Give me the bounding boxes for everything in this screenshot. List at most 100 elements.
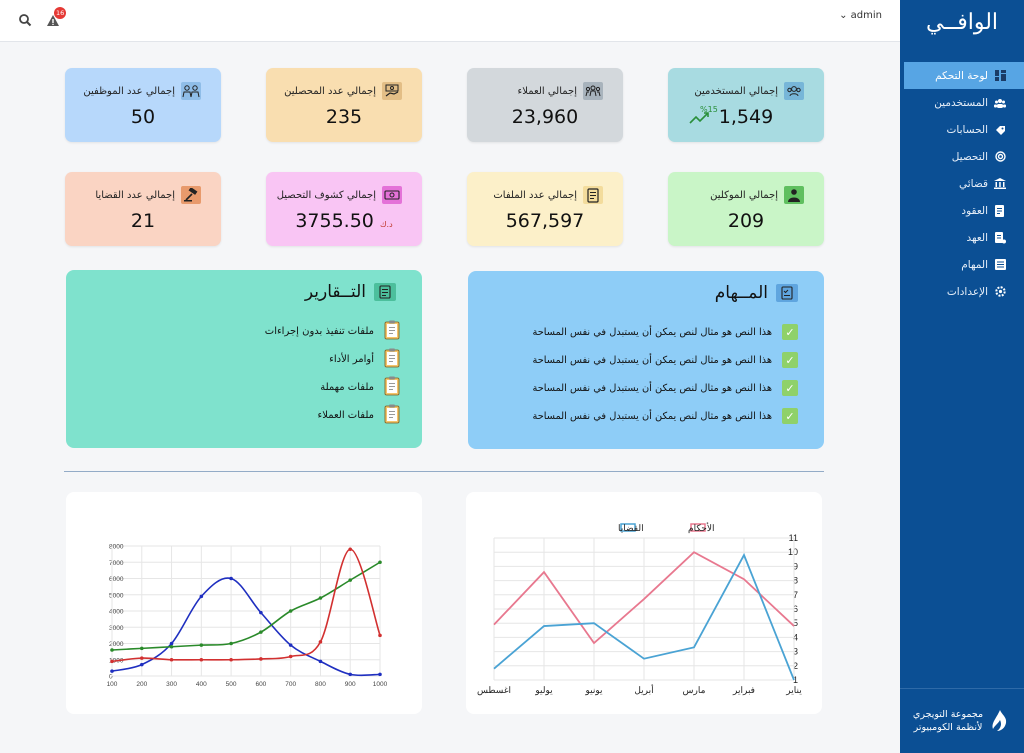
report-link[interactable]: ملفات العملاء [265,401,400,429]
reports-icon [374,283,396,301]
brand-logo[interactable]: الوافــي [925,9,999,35]
y-tick-label: 8 [793,576,798,586]
check-icon: ✓ [782,380,798,396]
stat-title: إجمالي عدد الموظفين [83,85,175,97]
sidebar-item-label: العقود [961,204,988,217]
sidebar-item-label: التحصيل [951,150,988,163]
report-label: ملفات العملاء [317,409,374,421]
sidebar-item-judicial[interactable]: قضائي [900,170,1024,197]
report-link[interactable]: ملفات مهملة [265,373,400,401]
series-line [493,551,795,645]
data-point [318,659,323,664]
stat-title: إجمالي عدد المحصلين [284,85,376,97]
data-point [229,576,233,581]
data-point [288,643,293,647]
task-text: هذا النص هو مثال لنص يمكن أن يستبدل في ن… [532,382,772,394]
sidebar-item-tasks[interactable]: المهام [900,251,1024,278]
cases-judgments-chart: 1 2 3 4 5 6 7 8 9 10 11 يناير فبراير مارس أبريل يونيو يو… [466,492,822,714]
stat-title: إجمالي كشوف التحصيل [276,189,376,201]
y-tick-label: 10 [788,547,798,557]
sidebar-item-accounts[interactable]: الحسابات [900,116,1024,143]
sidebar-item-custody[interactable]: العهد [900,224,1024,251]
x-tick-label: 1000 [373,681,388,688]
check-icon: ✓ [782,324,798,340]
series-line [111,548,381,663]
data-point [139,646,144,651]
y-tick-label: 7 [793,590,798,600]
sidebar-item-settings[interactable]: الإعدادات [900,278,1024,305]
data-point [139,662,144,667]
stat-card-clients[interactable]: إجمالي العملاء 23,960 [467,68,623,142]
y-tick-label: 0 [109,674,113,681]
data-point [110,659,114,664]
y-tick-label: 5000 [109,592,124,599]
data-point [288,609,293,613]
report-label: ملفات تنفيذ بدون إجراءات [264,325,374,337]
task-item[interactable]: ✓ هذا النص هو مثال لنص يمكن أن يستبدل في… [532,374,798,402]
x-tick-label: 600 [255,681,266,688]
sidebar-item-dashboard[interactable]: لوحة التحكم [904,62,1024,89]
x-tick-label: أبريل [634,683,653,696]
dashboard-icon [994,70,1006,82]
collectors-icon [382,82,402,100]
y-tick-label: 3 [793,647,798,657]
task-item[interactable]: ✓ هذا النص هو مثال لنص يمكن أن يستبدل في… [532,346,798,374]
report-label: ملفات مهملة [320,381,374,393]
series-line [111,561,381,651]
series-line [493,552,795,681]
stat-card-users[interactable]: إجمالي المستخدمين 1,549 %15 [668,68,824,142]
task-item[interactable]: ✓ هذا النص هو مثال لنص يمكن أن يستبدل في… [532,318,798,346]
stat-value: 209 [727,210,765,232]
stat-card-files[interactable]: إجمالي عدد الملفات 567,597 [467,172,623,246]
x-tick-label: 700 [285,681,296,688]
tasks-list: ✓ هذا النص هو مثال لنص يمكن أن يستبدل في… [532,318,798,430]
x-tick-label: 300 [166,681,177,688]
sidebar-item-label: الحسابات [946,123,988,136]
sidebar-item-collection[interactable]: التحصيل [900,143,1024,170]
y-tick-label: 1 [793,675,798,685]
sidebar-item-label: قضائي [959,177,988,190]
multi-line-chart: 0 1000 2000 3000 4000 5000 6000 7000 8000 100 200 3… [66,492,422,714]
sidebar-item-users[interactable]: المستخدمين [900,89,1024,116]
y-tick-label: 7000 [109,560,124,567]
data-point [259,610,263,615]
data-point [348,672,353,677]
user-menu[interactable]: ⌄ admin [839,10,882,21]
stat-title: إجمالي العملاء [517,85,577,97]
data-point [199,643,204,647]
notification-count-badge: 16 [54,7,67,19]
stat-card-cases[interactable]: إجمالي عدد القضايا 21 [65,172,221,246]
stat-value: 21 [130,210,156,232]
data-point [139,656,144,660]
data-point [110,648,114,652]
data-point [378,672,382,677]
data-point [378,560,382,565]
notifications-button[interactable]: 16 [46,7,67,29]
sidebar-item-label: الإعدادات [946,285,988,298]
stat-card-principals[interactable]: إجمالي الموكلين 209 [668,172,824,246]
check-icon: ✓ [782,408,798,424]
custody-icon [994,231,1006,244]
contract-icon [994,204,1006,217]
stat-value: 23,960 [511,106,579,128]
settings-icon [994,286,1006,298]
report-link[interactable]: أوامر الأداء [265,345,400,373]
stat-card-collectors[interactable]: إجمالي عدد المحصلين 235 [266,68,422,142]
trend-up-indicator: %15 [688,105,718,126]
y-tick-label: 2 [793,661,798,671]
data-point [199,657,204,662]
sidebar-item-contracts[interactable]: العقود [900,197,1024,224]
chart2-svg: 0 1000 2000 3000 4000 5000 6000 7000 8000 100 200 3… [107,544,388,689]
stat-card-employees[interactable]: إجمالي عدد الموظفين 50 [65,68,221,142]
sidebar-item-label: المستخدمين [934,96,988,109]
client-person-icon [784,186,804,204]
stat-card-collection-statements[interactable]: إجمالي كشوف التحصيل د.ك 3755.50 [266,172,422,246]
search-button[interactable] [16,12,32,28]
clipboard-icon [384,348,400,371]
report-link[interactable]: ملفات تنفيذ بدون إجراءات [265,317,400,345]
task-item[interactable]: ✓ هذا النص هو مثال لنص يمكن أن يستبدل في… [532,402,798,430]
y-tick-label: 8000 [109,544,124,551]
data-point [229,641,233,646]
data-point [169,657,174,662]
x-tick-label: 500 [226,681,237,688]
